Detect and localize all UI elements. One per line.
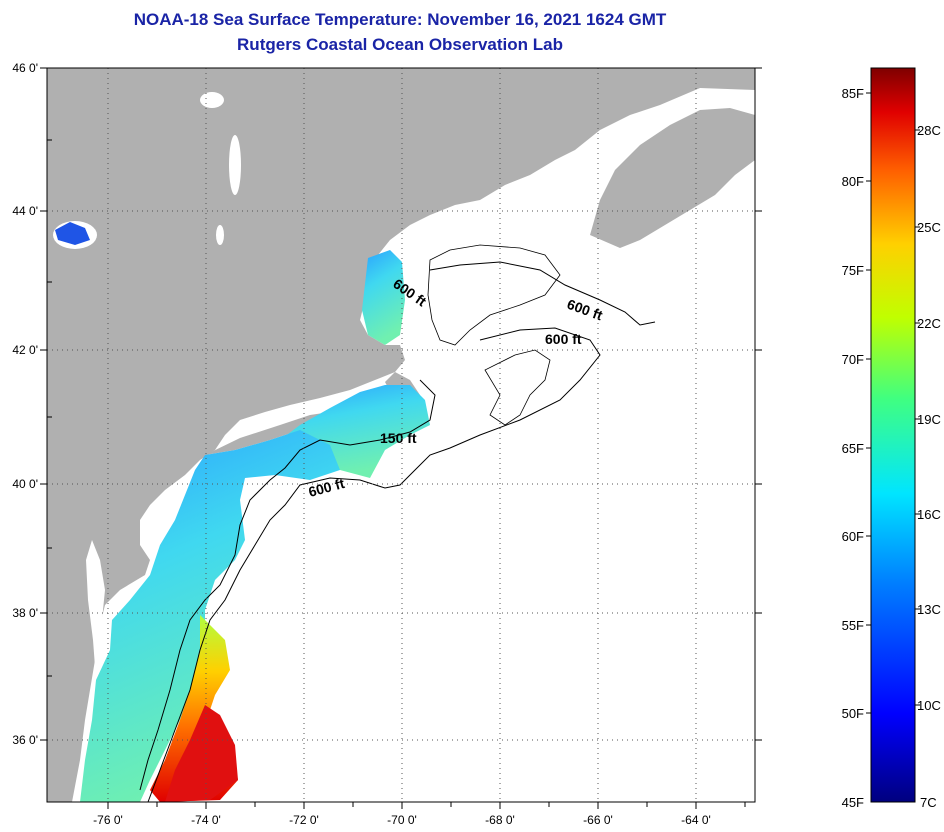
colorbar-label-f: 85F: [842, 86, 864, 101]
lat-ticks: [40, 67, 762, 741]
lon-label: -68 0': [485, 813, 515, 827]
contour-line: [429, 261, 656, 326]
lon-ticks: [107, 802, 746, 809]
map-frame: [46, 67, 756, 803]
colorbar-label-f: 45F: [842, 795, 864, 810]
lake: [200, 92, 224, 108]
land-mainland: [47, 68, 755, 802]
lon-label: -76 0': [93, 813, 123, 827]
map-subtitle: Rutgers Coastal Ocean Observation Lab: [237, 35, 563, 54]
sst-gulf-stream-core: [165, 705, 238, 802]
colorbar-label-c: 22C: [917, 316, 941, 331]
lon-label: -70 0': [387, 813, 417, 827]
lat-label: 38 0': [12, 606, 38, 620]
colorbar-label-c: 16C: [917, 507, 941, 522]
sst-mid-atlantic-bight: [80, 430, 340, 802]
colorbar-label-c: 19C: [917, 412, 941, 427]
colorbar: [870, 67, 916, 803]
colorbar-label-c: 10C: [917, 698, 941, 713]
chesapeake-bay: [86, 540, 110, 770]
colorbar-ticks: [866, 92, 920, 714]
lat-label: 44 0': [12, 204, 38, 218]
land-nova-scotia: [590, 108, 755, 248]
contour-label: 150 ft: [380, 430, 417, 446]
colorbar-label-f: 60F: [842, 529, 864, 544]
contour-line: [427, 244, 561, 346]
lon-label: -64 0': [681, 813, 711, 827]
contour-label: 600 ft: [545, 331, 582, 347]
lake-sst-patch: [55, 222, 90, 245]
contour-line: [484, 349, 551, 426]
land-long-island: [205, 412, 330, 455]
colorbar-label-f: 70F: [842, 352, 864, 367]
lake: [216, 225, 224, 245]
colorbar-label-f: 80F: [842, 174, 864, 189]
lon-label: -66 0': [583, 813, 613, 827]
colorbar-label-f: 75F: [842, 263, 864, 278]
lat-label: 46 0': [12, 61, 38, 75]
colorbar-label-f: 50F: [842, 706, 864, 721]
colorbar-label-c: 28C: [917, 123, 941, 138]
colorbar-label-c: 25C: [917, 220, 941, 235]
lat-label: 36 0': [12, 733, 38, 747]
lon-label: -74 0': [191, 813, 221, 827]
graticule: [47, 68, 755, 802]
colorbar-label-f: 55F: [842, 618, 864, 633]
lon-label: -72 0': [289, 813, 319, 827]
lake: [229, 135, 241, 195]
colorbar-label-c: 7C: [920, 795, 937, 810]
sst-gulf-of-maine: [362, 250, 405, 345]
contour-line: [139, 379, 436, 791]
colorbar-label-c: 13C: [917, 602, 941, 617]
colorbar-label-f: 65F: [842, 441, 864, 456]
lat-label: 42 0': [12, 343, 38, 357]
map-title: NOAA-18 Sea Surface Temperature: Novembe…: [133, 10, 667, 29]
lat-label: 40 0': [12, 477, 38, 491]
